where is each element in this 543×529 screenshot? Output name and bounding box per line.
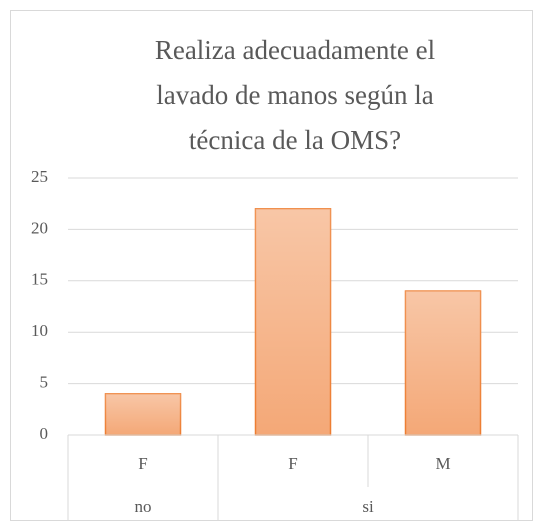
y-tick-label: 10 xyxy=(31,321,48,340)
y-tick-label: 25 xyxy=(31,167,48,186)
y-tick-label: 20 xyxy=(31,218,48,237)
chart-title: Realiza adecuadamente el lavado de manos… xyxy=(154,35,436,155)
bar-shine xyxy=(105,393,181,435)
x-tick-label: F xyxy=(138,454,147,473)
x-tick-label: M xyxy=(435,454,450,473)
bar-shine xyxy=(405,291,481,435)
group-label: no xyxy=(135,497,152,516)
y-tick-label: 15 xyxy=(31,270,48,289)
x-tick-label: F xyxy=(288,454,297,473)
y-tick-label: 5 xyxy=(40,373,49,392)
group-label: si xyxy=(362,497,374,516)
y-tick-label: 0 xyxy=(40,424,49,443)
bar-shine xyxy=(255,208,331,435)
